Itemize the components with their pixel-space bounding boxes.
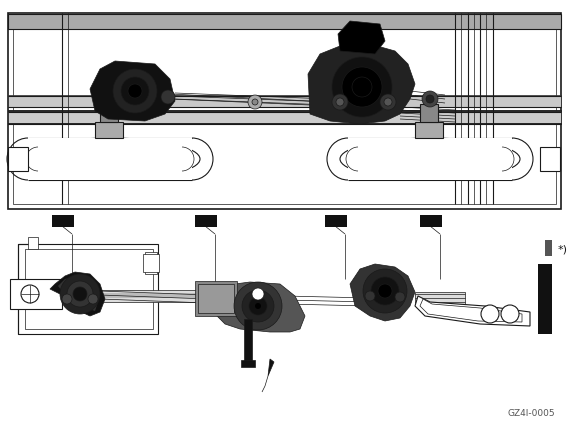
Bar [420,104,438,122]
Bar [13,18,556,204]
Bar [100,290,230,302]
Circle shape [365,291,375,301]
Bar [52,215,74,227]
Ellipse shape [20,138,200,180]
Text: *): *) [558,244,568,254]
Circle shape [363,269,407,313]
Bar [145,252,157,274]
Polygon shape [415,296,530,326]
Polygon shape [50,272,105,316]
Circle shape [128,84,142,98]
Bar [95,122,123,138]
Bar [244,319,252,364]
Bar [10,279,62,309]
Bar [540,147,560,171]
Polygon shape [210,282,305,332]
Circle shape [252,99,258,105]
Bar [8,14,561,29]
Circle shape [249,297,267,315]
Circle shape [380,94,396,110]
Bar [143,254,159,272]
Polygon shape [338,21,385,54]
Circle shape [234,282,282,330]
Circle shape [73,287,87,301]
Circle shape [352,77,372,97]
Bar [8,95,561,107]
Bar [28,237,38,249]
Polygon shape [420,299,522,322]
Bar [18,244,158,334]
Bar [8,110,561,124]
Circle shape [88,294,98,304]
Bar [538,264,552,334]
Bar [545,240,552,256]
Circle shape [21,285,39,303]
Bar [25,249,153,329]
Bar [100,293,230,298]
Circle shape [332,94,348,110]
Polygon shape [350,264,415,321]
Circle shape [242,290,274,322]
Circle shape [336,98,344,106]
Bar [198,284,234,313]
Text: GZ4I-0005: GZ4I-0005 [507,408,555,418]
Circle shape [395,292,405,302]
Polygon shape [90,61,175,121]
Bar [195,281,237,316]
Circle shape [378,284,392,298]
Circle shape [371,277,399,305]
Bar [241,360,255,367]
Bar [8,123,561,124]
Circle shape [426,95,434,103]
Bar [348,138,512,180]
Ellipse shape [340,138,520,180]
Circle shape [332,57,392,117]
Circle shape [248,95,262,109]
Bar [195,215,217,227]
Bar [325,215,347,227]
Circle shape [384,98,392,106]
Circle shape [60,274,100,314]
Bar [8,110,561,111]
Bar [415,122,443,138]
Circle shape [67,281,93,307]
Bar [28,138,192,180]
Bar [8,147,28,171]
Circle shape [422,91,438,107]
Polygon shape [268,359,274,376]
Circle shape [121,77,149,105]
Circle shape [161,90,175,104]
Circle shape [255,303,261,309]
Circle shape [113,69,157,113]
Bar [8,13,561,209]
Polygon shape [58,276,100,311]
Circle shape [501,305,519,323]
Bar [420,215,442,227]
Circle shape [342,67,382,107]
Bar [100,104,118,122]
Circle shape [252,288,264,300]
Bar [415,292,465,304]
Polygon shape [308,44,415,124]
Circle shape [62,294,72,304]
Circle shape [481,305,499,323]
